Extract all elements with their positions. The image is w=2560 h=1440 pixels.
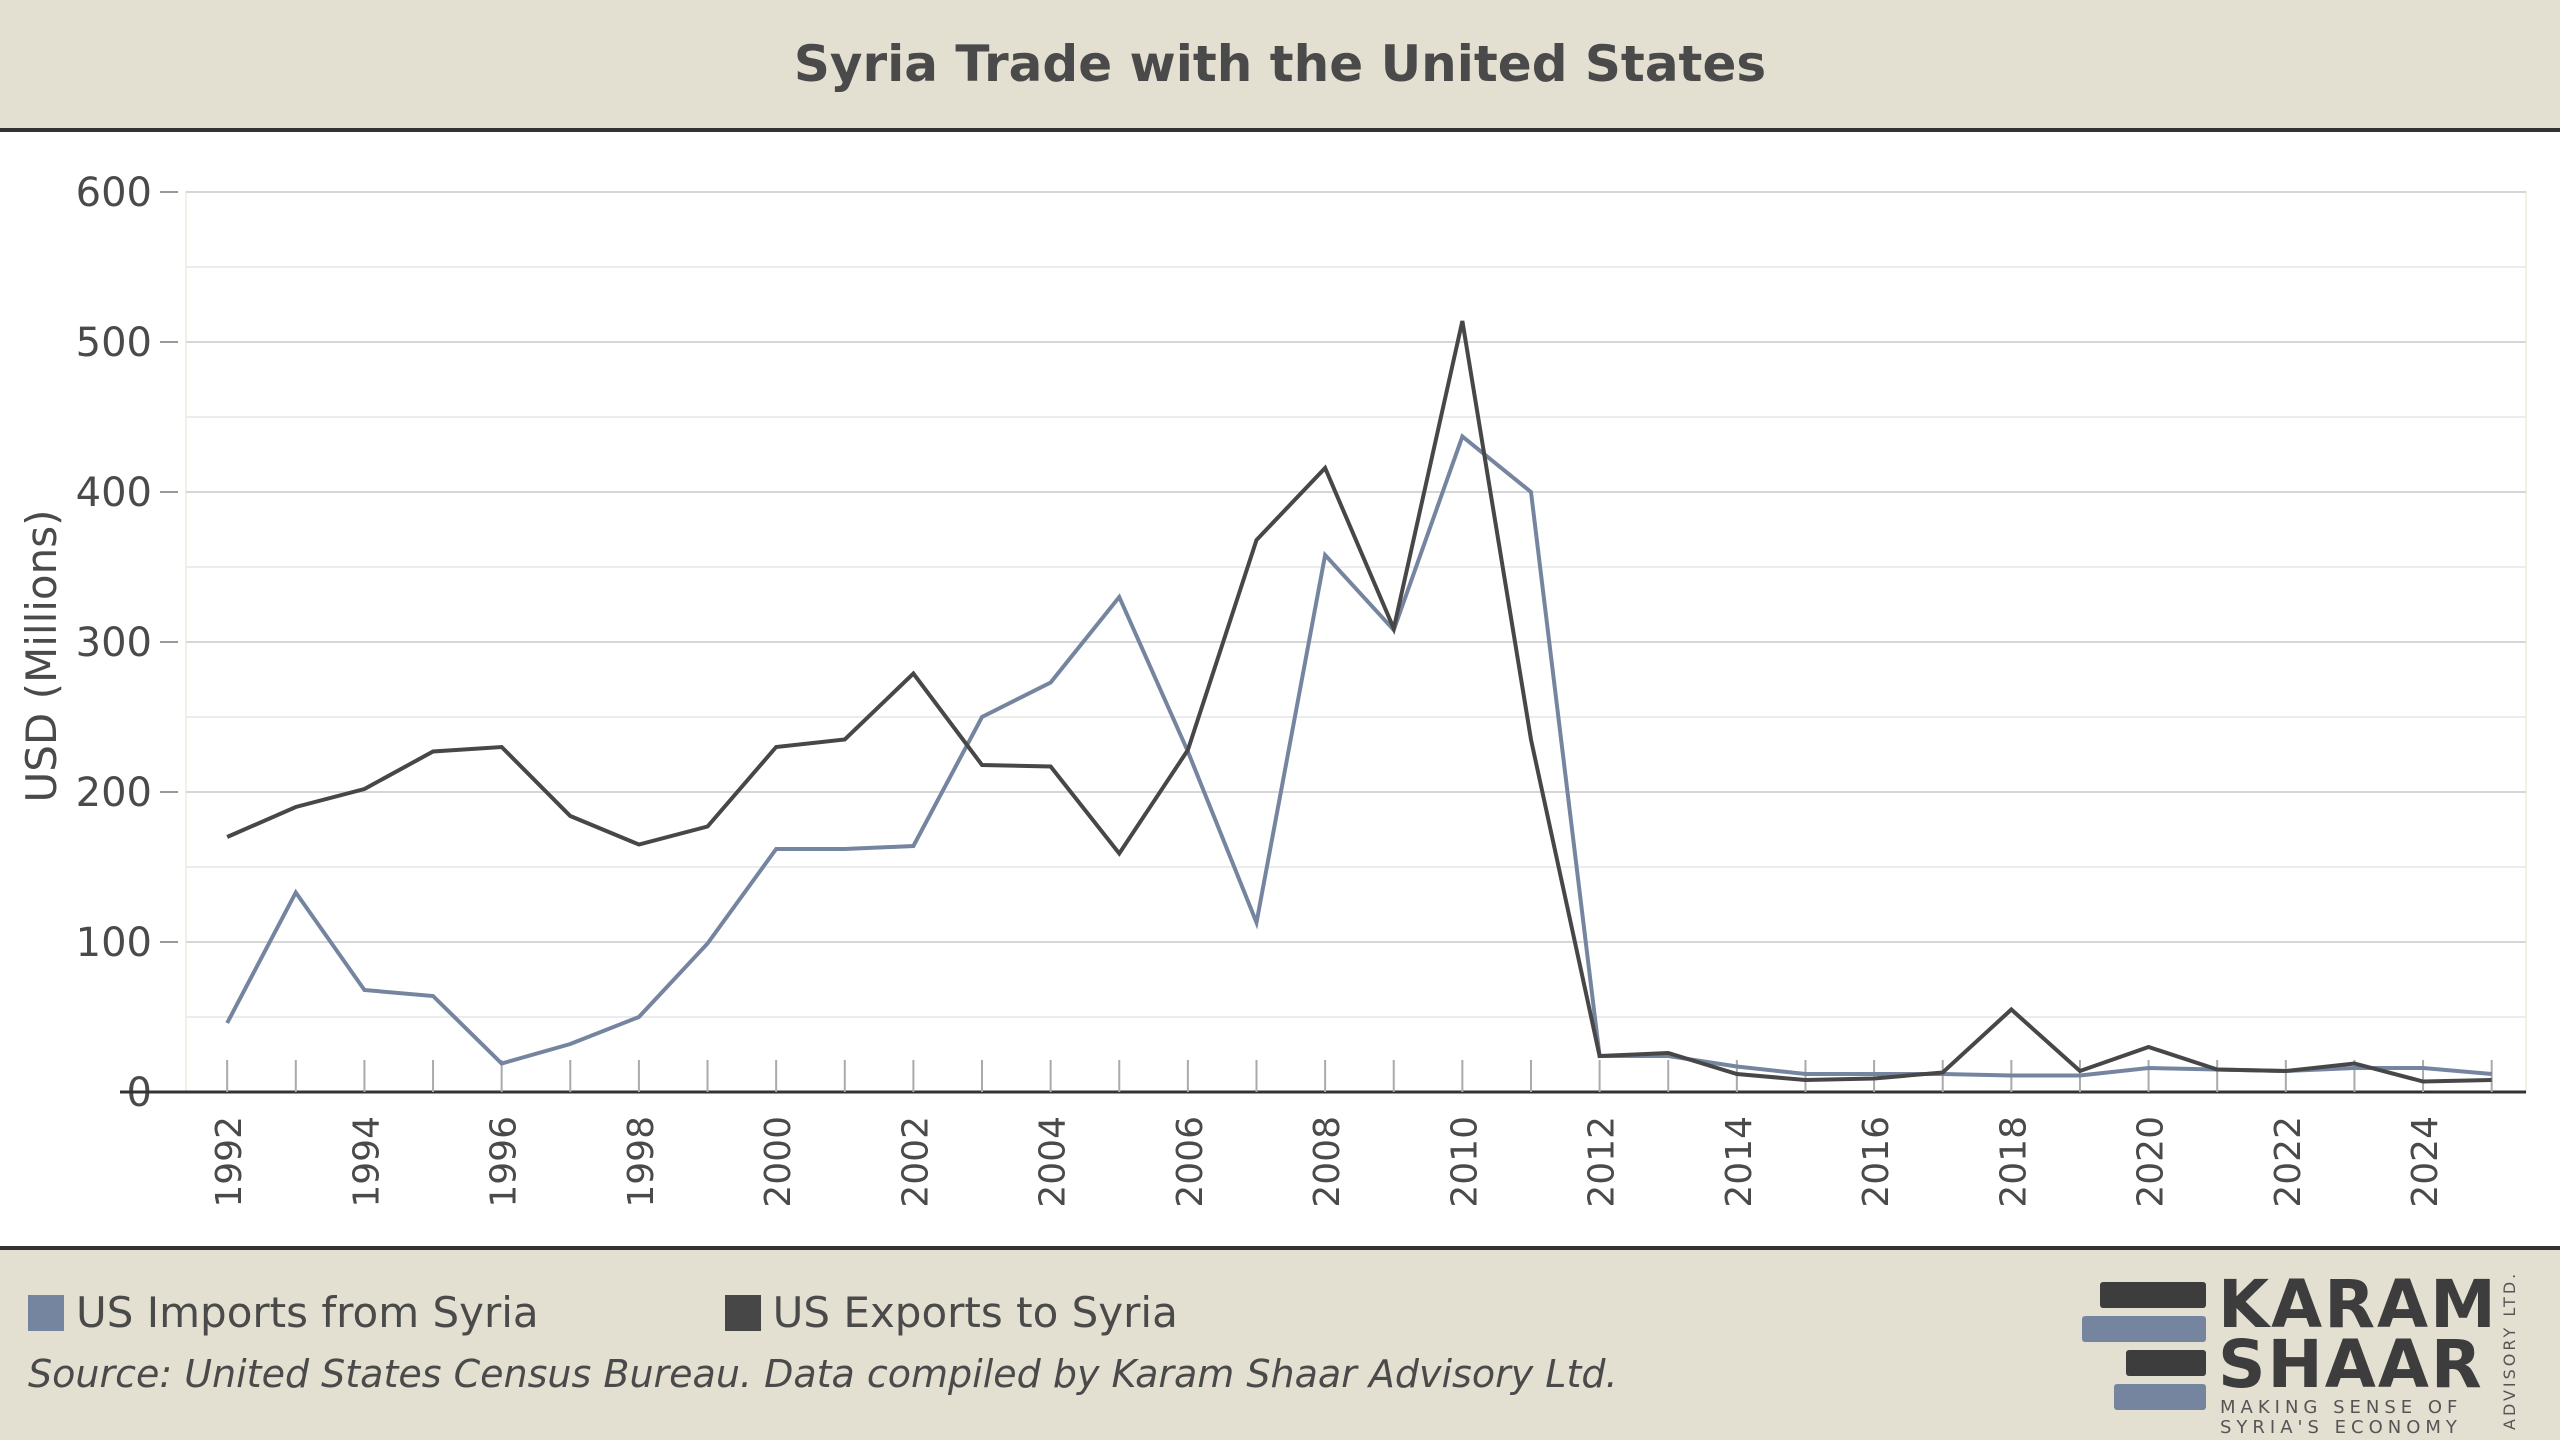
logo-bar-1	[2100, 1282, 2206, 1308]
series-line-imports	[225, 433, 2492, 1078]
x-tick-label: 2004	[1033, 1116, 1074, 1208]
logo-word-2: SHAAR	[2218, 1326, 2484, 1403]
x-tick-label: 2006	[1170, 1116, 1211, 1208]
x-tick-label: 2008	[1307, 1116, 1348, 1208]
legend-label-imports: US Imports from Syria	[76, 1288, 539, 1337]
y-tick-label: 400	[76, 470, 152, 516]
x-tick-label: 2018	[1993, 1116, 2034, 1208]
x-tick-label: 2000	[758, 1116, 799, 1208]
y-tick-label: 500	[76, 320, 152, 366]
x-tick-label: 2016	[1856, 1116, 1897, 1208]
x-tick-label: 2024	[2405, 1116, 2446, 1208]
chart-title: Syria Trade with the United States	[793, 35, 1767, 93]
x-tick-label: 1998	[621, 1116, 662, 1208]
y-tick-label: 200	[76, 770, 152, 816]
legend-label-exports: US Exports to Syria	[772, 1288, 1178, 1337]
company-logo: KARAM SHAAR MAKING SENSE OF SYRIA'S ECON…	[2078, 1266, 2528, 1438]
exports-swatch	[724, 1294, 761, 1331]
legend-item-imports: US Imports from Syria	[28, 1288, 539, 1337]
chart-header: Syria Trade with the United States	[0, 0, 2560, 132]
x-tick-label: 2012	[1582, 1116, 1623, 1208]
imports-swatch	[28, 1294, 64, 1331]
x-tick-label: 1994	[346, 1116, 387, 1208]
x-tick-label: 1996	[484, 1116, 525, 1208]
x-tick-label: 2002	[895, 1116, 936, 1208]
series-line-exports	[226, 320, 2492, 1084]
chart-area: 0 100 200 300 400 500 600 USD (Millions) 1992 199…	[0, 132, 2560, 1246]
x-tick-label: 2014	[1719, 1116, 1760, 1208]
logo-bar-2	[2082, 1316, 2206, 1342]
logo-bar-4	[2114, 1384, 2206, 1410]
source-note: Source: United States Census Bureau. Dat…	[28, 1352, 1618, 1396]
legend: US Imports from Syria US Exports to Syri…	[28, 1288, 1364, 1337]
x-tick-label: 2020	[2131, 1116, 2172, 1208]
x-tick-label: 1992	[209, 1116, 250, 1208]
logo-bar-3	[2126, 1350, 2206, 1376]
logo-tagline-1: MAKING SENSE OF	[2220, 1397, 2463, 1418]
y-axis-label: USD (Millions)	[17, 510, 66, 803]
y-tick-label: 100	[76, 920, 152, 966]
x-tick-label: 2022	[2268, 1116, 2309, 1208]
legend-item-exports: US Exports to Syria	[724, 1288, 1178, 1337]
y-tick-label: 600	[76, 170, 152, 216]
logo-word-1: KARAM	[2218, 1266, 2498, 1343]
chart-footer: US Imports from Syria US Exports to Syri…	[0, 1246, 2560, 1440]
logo-vertical-text: ADVISORY LTD.	[2500, 1270, 2519, 1430]
y-tick-label: 300	[76, 620, 152, 666]
x-tick-label: 2010	[1444, 1116, 1485, 1208]
logo-tagline-2: SYRIA'S ECONOMY	[2220, 1417, 2462, 1438]
